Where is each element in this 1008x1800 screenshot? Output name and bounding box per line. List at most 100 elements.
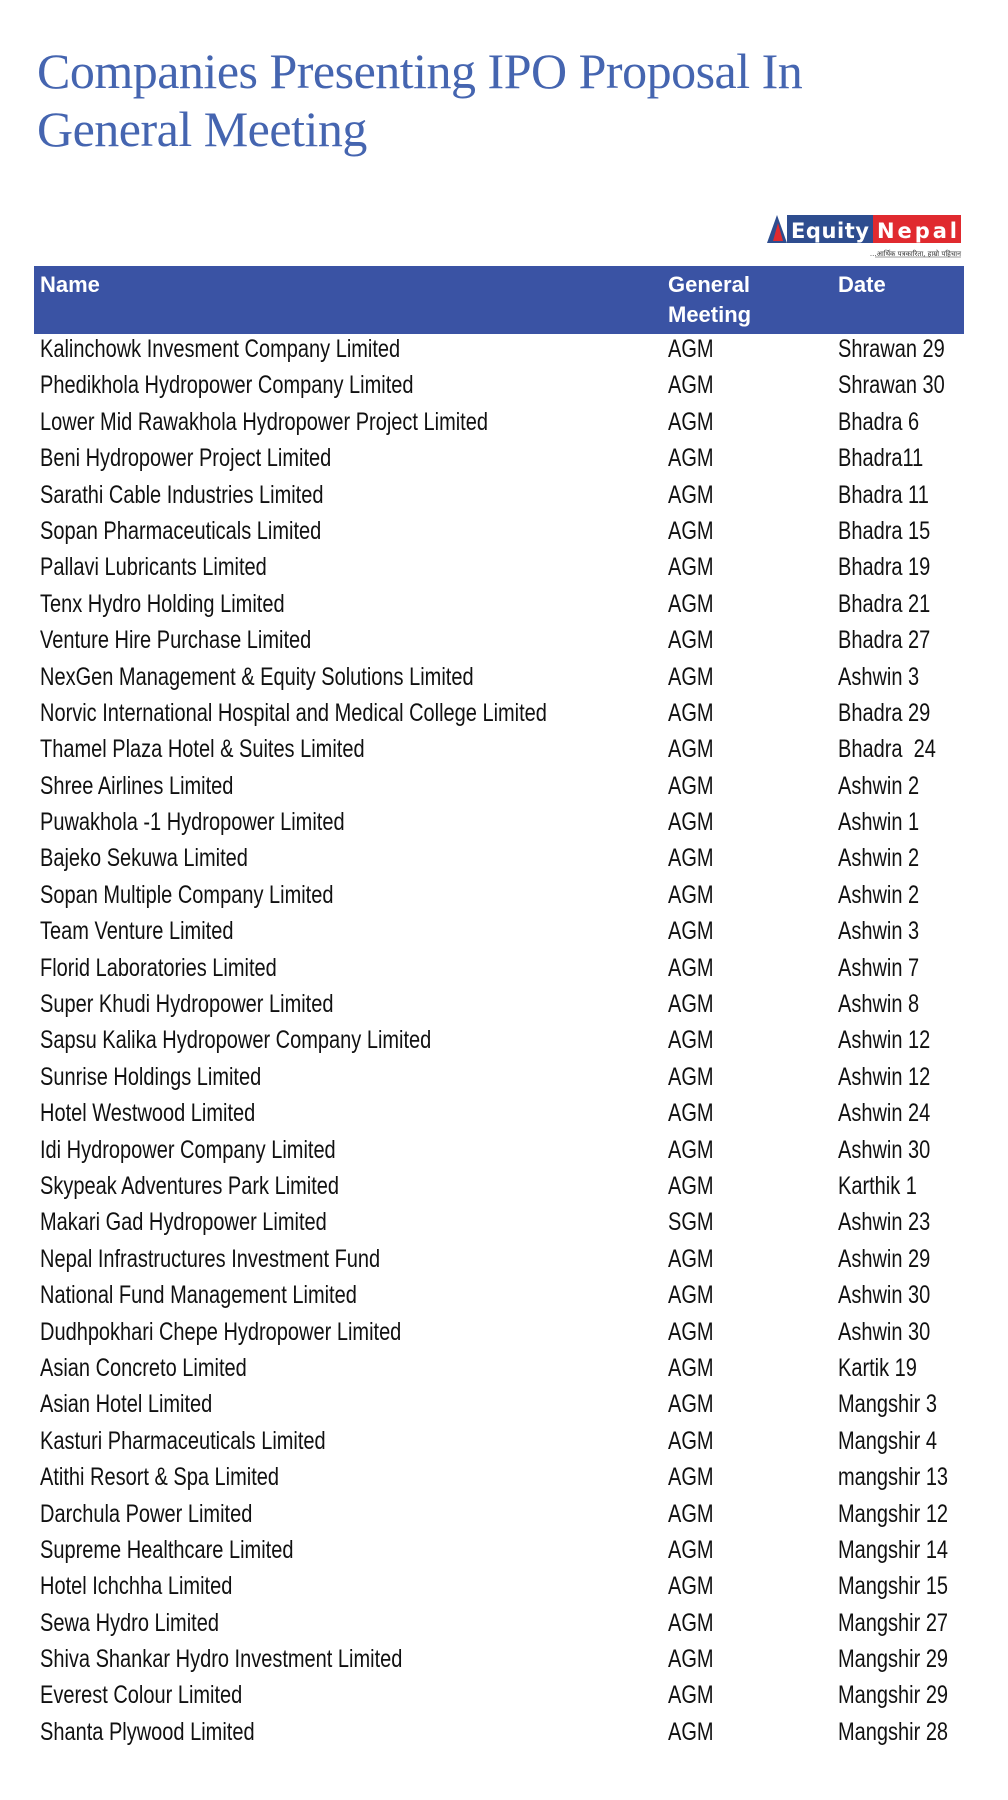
meeting-type: AGM [668, 1171, 714, 1200]
table-row: Super Khudi Hydropower Limited AGM Ashwin … [34, 986, 964, 1022]
meeting-date: Kartik 19 [838, 1353, 917, 1382]
header-date: Date [838, 272, 886, 297]
header-general-meeting: General Meeting [668, 272, 752, 327]
company-name: Lower Mid Rawakhola Hydropower Project L… [40, 407, 488, 436]
meeting-type: AGM [668, 844, 714, 873]
company-name: Sopan Multiple Company Limited [40, 880, 334, 909]
company-name: Everest Colour Limited [40, 1681, 243, 1710]
header-name: Name [40, 272, 100, 297]
table-row: NexGen Management & Equity Solutions Lim… [34, 659, 964, 695]
table-row: Idi Hydropower Company Limited AGM Ashwin … [34, 1132, 964, 1168]
meeting-date: Mangshir 29 [838, 1681, 949, 1710]
company-name: Tenx Hydro Holding Limited [40, 589, 285, 618]
company-name: Sunrise Holdings Limited [40, 1062, 262, 1091]
table-row: Puwakhola -1 Hydropower Limited AGM Ashwin… [34, 804, 964, 840]
company-name: Pallavi Lubricants Limited [40, 553, 267, 582]
meeting-type: AGM [668, 1717, 714, 1746]
table-row: Hotel Westwood Limited AGM Ashwin 24 [34, 1095, 964, 1131]
meeting-type: AGM [668, 626, 714, 655]
meeting-type: AGM [668, 516, 714, 545]
meeting-type: SGM [668, 1208, 714, 1237]
table-row: Sunrise Holdings Limited AGM Ashwin 12 [34, 1059, 964, 1095]
meeting-type: AGM [668, 1572, 714, 1601]
meeting-type: AGM [668, 990, 714, 1019]
company-name: Norvic International Hospital and Medica… [40, 698, 547, 727]
company-name: Hotel Ichchha Limited [40, 1572, 233, 1601]
meeting-date: Mangshir 27 [838, 1608, 949, 1637]
meeting-type: AGM [668, 771, 714, 800]
meeting-type: AGM [668, 335, 714, 363]
table-row: Sopan Pharmaceuticals Limited AGM Bhadra 1… [34, 513, 964, 549]
company-name: Idi Hydropower Company Limited [40, 1135, 336, 1164]
meeting-date: Ashwin 2 [838, 844, 920, 873]
table-row: Phedikhola Hydropower Company Limited AGM… [34, 367, 964, 403]
company-name: Sapsu Kalika Hydropower Company Limited [40, 1026, 432, 1055]
company-name: Supreme Healthcare Limited [40, 1535, 294, 1564]
meeting-type: AGM [668, 1353, 714, 1382]
meeting-date: Mangshir 15 [838, 1572, 949, 1601]
table-row: Skypeak Adventures Park Limited AGM Karthi… [34, 1168, 964, 1204]
table-row: Sopan Multiple Company Limited AGM Ashwin … [34, 877, 964, 913]
table-header: Name General Meeting Date [34, 266, 964, 334]
meeting-type: AGM [668, 1608, 714, 1637]
meeting-date: Bhadra 24 [838, 735, 936, 764]
company-name: Darchula Power Limited [40, 1499, 253, 1528]
company-name: Thamel Plaza Hotel & Suites Limited [40, 735, 365, 764]
meeting-date: Bhadra 15 [838, 516, 931, 545]
meeting-date: Bhadra 21 [838, 589, 931, 618]
meeting-date: Ashwin 12 [838, 1026, 931, 1055]
meeting-date: Ashwin 30 [838, 1317, 931, 1346]
meeting-type: AGM [668, 1535, 714, 1564]
company-name: Asian Concreto Limited [40, 1353, 247, 1382]
meeting-type: AGM [668, 735, 714, 764]
meeting-type: AGM [668, 553, 714, 582]
table-row: Florid Laboratories Limited AGM Ashwin 7 [34, 950, 964, 986]
meeting-date: Shrawan 29 [838, 335, 945, 363]
meeting-type: AGM [668, 917, 714, 946]
meeting-type: AGM [668, 444, 714, 473]
company-name: Dudhpokhari Chepe Hydropower Limited [40, 1317, 402, 1346]
table-row: Kalinchowk Invesment Company Limited AGM S… [34, 331, 964, 367]
equity-nepal-logo: Equity Nepal ...आर्थिक पत्रकारिता, हाम्र… [767, 215, 961, 258]
meeting-type: AGM [668, 407, 714, 436]
meeting-date: Ashwin 30 [838, 1281, 931, 1310]
meeting-type: AGM [668, 1499, 714, 1528]
meeting-date: Bhadra 27 [838, 626, 931, 655]
table-row: National Fund Management Limited AGM Ashwi… [34, 1277, 964, 1313]
meeting-date: Ashwin 29 [838, 1244, 931, 1273]
company-name: Kasturi Pharmaceuticals Limited [40, 1426, 326, 1455]
meeting-date: Ashwin 3 [838, 662, 920, 691]
table-row: Norvic International Hospital and Medica… [34, 695, 964, 731]
title-line-2: General Meeting [37, 101, 367, 157]
meeting-date: Ashwin 1 [838, 808, 920, 837]
meeting-type: AGM [668, 808, 714, 837]
meeting-type: AGM [668, 1390, 714, 1419]
company-name: Beni Hydropower Project Limited [40, 444, 332, 473]
meeting-type: AGM [668, 1135, 714, 1164]
company-name: Super Khudi Hydropower Limited [40, 990, 334, 1019]
meeting-date: Ashwin 30 [838, 1135, 931, 1164]
table-row: Kasturi Pharmaceuticals Limited AGM Mangsh… [34, 1423, 964, 1459]
company-name: Venture Hire Purchase Limited [40, 626, 312, 655]
company-name: Makari Gad Hydropower Limited [40, 1208, 327, 1237]
company-name: Nepal Infrastructures Investment Fund [40, 1244, 381, 1273]
meeting-date: Ashwin 23 [838, 1208, 931, 1237]
table-row: Makari Gad Hydropower Limited SGM Ashwin 2… [34, 1204, 964, 1240]
table-row: Asian Hotel Limited AGM Mangshir 3 [34, 1386, 964, 1422]
meeting-type: AGM [668, 1062, 714, 1091]
table-row: Shree Airlines Limited AGM Ashwin 2 [34, 768, 964, 804]
company-name: Phedikhola Hydropower Company Limited [40, 371, 414, 400]
meeting-date: Mangshir 28 [838, 1717, 949, 1746]
company-name: Shanta Plywood Limited [40, 1717, 255, 1746]
meeting-type: AGM [668, 880, 714, 909]
company-name: Asian Hotel Limited [40, 1390, 213, 1419]
company-name: Skypeak Adventures Park Limited [40, 1171, 340, 1200]
company-name: Kalinchowk Invesment Company Limited [40, 335, 401, 363]
meeting-date: Mangshir 4 [838, 1426, 937, 1455]
meeting-type: AGM [668, 698, 714, 727]
meeting-date: Ashwin 24 [838, 1099, 931, 1128]
meeting-date: Mangshir 14 [838, 1535, 949, 1564]
meeting-type: AGM [668, 662, 714, 691]
meeting-type: AGM [668, 1317, 714, 1346]
table-row: Atithi Resort & Spa Limited AGM mangshir 1… [34, 1459, 964, 1495]
